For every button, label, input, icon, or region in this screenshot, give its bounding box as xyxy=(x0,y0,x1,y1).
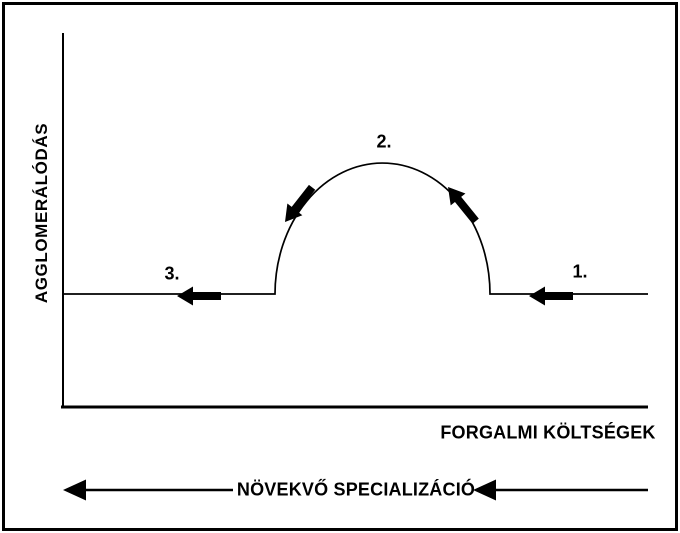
stage-label-3: 3. xyxy=(164,263,180,284)
y-axis-label: AGGLOMERÁLÓDÁS xyxy=(32,122,51,304)
agglomeration-curve xyxy=(63,162,648,295)
left-arrow-icon xyxy=(529,286,573,306)
stage-label-1: 1. xyxy=(572,261,588,282)
left-arrow-icon xyxy=(177,286,221,306)
left-arrow-icon xyxy=(63,479,86,501)
x-axis-label: FORGALMI KÖLTSÉGEK xyxy=(440,422,656,443)
bottom-arrow-label: NÖVEKVŐ SPECIALIZÁCIÓ xyxy=(236,479,476,500)
up-left-arrow-icon xyxy=(448,187,479,224)
stage-label-2: 2. xyxy=(376,131,392,152)
down-left-arrow-icon xyxy=(285,184,316,222)
left-arrow-icon xyxy=(473,479,496,501)
